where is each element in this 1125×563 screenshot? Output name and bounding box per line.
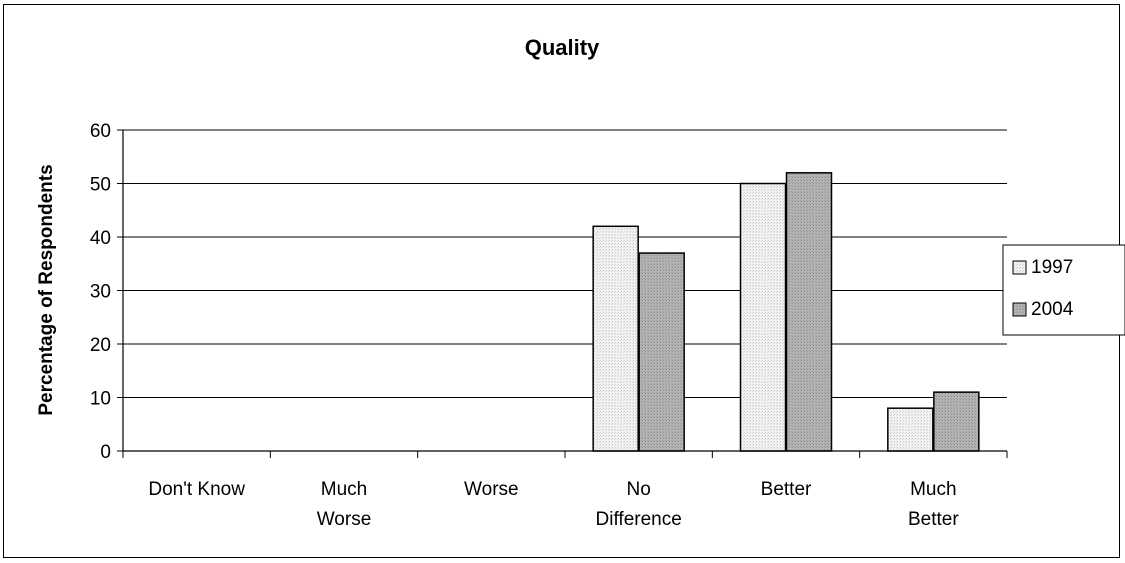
legend-box [1002, 244, 1125, 336]
x-category-label: Worse [317, 509, 372, 530]
axes [117, 129, 1008, 458]
x-category-labels: Don't Know Much Worse Worse No Difference Bett… [148, 479, 959, 530]
x-category-label: Difference [596, 509, 682, 530]
chart-title: Quality [525, 35, 600, 60]
bar-2004-3 [638, 252, 685, 452]
x-category-label: Much [910, 479, 956, 500]
bar-1997-5 [887, 407, 934, 452]
x-category-label: Better [761, 479, 812, 500]
bar-2004-4 [785, 172, 833, 452]
y-tick-label: 0 [100, 442, 111, 463]
bars-group [592, 172, 980, 452]
y-tick-label: 10 [90, 389, 111, 410]
y-tick-label: 40 [90, 228, 111, 249]
y-tick-labels: 0 10 20 30 40 50 60 [90, 121, 111, 463]
x-category-label: Better [908, 509, 959, 530]
bar-1997-4 [739, 182, 787, 452]
x-category-label: Don't Know [148, 479, 245, 500]
y-tick-label: 60 [90, 121, 111, 142]
bar-1997-3 [592, 225, 639, 452]
y-tick-label: 50 [90, 175, 111, 196]
x-category-label: Much [321, 479, 367, 500]
bar-2004-5 [933, 391, 980, 452]
legend-label-1997: 1997 [1031, 257, 1073, 278]
legend-swatch-2004 [1012, 302, 1027, 317]
x-category-label: No [627, 479, 651, 500]
gridlines [123, 129, 1007, 398]
y-tick-label: 30 [90, 282, 111, 303]
legend: 1997 2004 [1002, 244, 1125, 336]
y-tick-label: 20 [90, 335, 111, 356]
legend-swatch-1997 [1012, 260, 1027, 275]
chart-frame [3, 4, 1120, 558]
x-category-label: Worse [464, 479, 519, 500]
y-axis-label: Percentage of Respondents [36, 164, 57, 415]
legend-label-2004: 2004 [1031, 299, 1074, 320]
